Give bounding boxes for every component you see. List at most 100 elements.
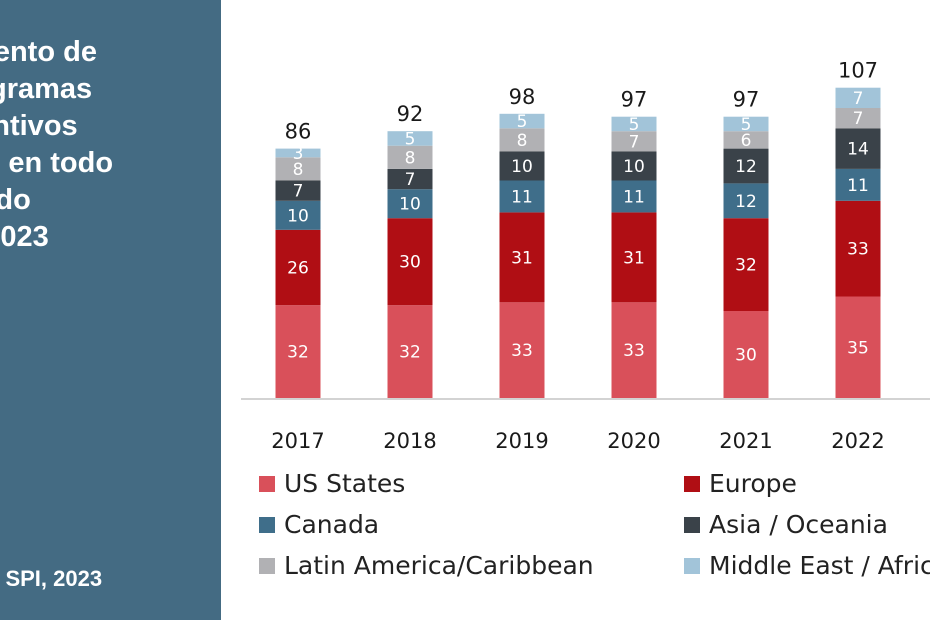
- data-label: 10: [287, 206, 309, 226]
- bar-segment: [723, 218, 769, 311]
- data-label: 33: [511, 341, 533, 361]
- data-label: 11: [623, 187, 645, 207]
- data-label: 12: [735, 192, 757, 212]
- data-label: 11: [511, 187, 533, 207]
- title-line: rogramas: [0, 73, 93, 105]
- data-label: 32: [735, 256, 757, 276]
- data-label: 10: [511, 157, 533, 177]
- data-label: 5: [405, 129, 416, 149]
- legend-item: Asia / Oceania: [684, 510, 888, 539]
- title-line: undo: [0, 184, 31, 216]
- total-label: 97: [733, 88, 760, 112]
- data-label: 7: [293, 182, 304, 202]
- total-label: 86: [285, 120, 312, 144]
- x-tick-label: 2017: [271, 429, 324, 453]
- x-tick-label: 2018: [383, 429, 436, 453]
- data-label: 12: [735, 157, 757, 177]
- legend-swatch: [684, 475, 700, 492]
- legend-item: Europe: [684, 469, 797, 498]
- legend-swatch: [259, 557, 275, 574]
- legend-swatch: [259, 475, 275, 492]
- legend-item: Canada: [259, 510, 379, 539]
- bar-segment: [611, 131, 657, 152]
- bar-segment: [835, 200, 881, 297]
- x-tick-label: 2019: [495, 429, 548, 453]
- legend-swatch: [684, 516, 700, 533]
- legend-label: US States: [284, 469, 406, 498]
- bar-segment: [611, 151, 657, 181]
- bar-segment: [499, 212, 545, 303]
- data-label: 8: [293, 160, 304, 180]
- data-label: 8: [517, 131, 528, 151]
- chart-legend: US States Europe Canada Asia / Oceania Latin…: [221, 462, 930, 592]
- bar-segment: [499, 151, 545, 181]
- data-label: 7: [853, 109, 864, 129]
- legend-swatch: [259, 516, 275, 533]
- bar-segment: [275, 229, 321, 306]
- x-tick-label: 2022: [831, 429, 884, 453]
- bar-segment: [275, 305, 321, 398]
- legend-swatch: [684, 557, 700, 574]
- total-label: 107: [838, 59, 878, 83]
- bar-segment: [275, 148, 321, 158]
- data-label: 7: [629, 132, 640, 152]
- data-label: 32: [287, 343, 309, 363]
- data-label: 31: [511, 248, 533, 268]
- data-label: 10: [399, 195, 421, 215]
- legend-label: Asia / Oceania: [709, 510, 888, 539]
- bar-segment: [611, 116, 657, 132]
- data-label: 35: [847, 338, 869, 358]
- data-label: 5: [741, 115, 752, 135]
- data-label: 33: [623, 341, 645, 361]
- data-label: 11: [847, 176, 869, 196]
- data-label: 5: [517, 112, 528, 132]
- bar-segment: [723, 148, 769, 184]
- bar-segment: [835, 296, 881, 398]
- bar-segment: [723, 131, 769, 149]
- bar-segment: [387, 145, 433, 169]
- bar-segment: [499, 180, 545, 213]
- bar-segment: [387, 189, 433, 219]
- bar-segment: [275, 157, 321, 181]
- total-label: 97: [621, 88, 648, 112]
- title-line: – 2023: [0, 221, 49, 253]
- data-label: 7: [853, 89, 864, 109]
- bar-segment: [275, 180, 321, 201]
- sidebar-panel: miento de rogramas centivos les en todo …: [0, 0, 221, 620]
- legend-item: US States: [259, 469, 405, 498]
- bar-segment: [611, 180, 657, 213]
- bar-segment: [611, 212, 657, 303]
- bar-segment: [835, 128, 881, 169]
- data-label: 10: [623, 157, 645, 177]
- legend-item: Latin America/Caribbean: [259, 551, 594, 580]
- data-label: 7: [405, 170, 416, 190]
- bar-segment: [835, 108, 881, 129]
- legend-label: Latin America/Caribbean: [284, 551, 594, 580]
- bar-segment: [387, 218, 433, 306]
- bar-segment: [387, 305, 433, 398]
- total-label: 98: [509, 85, 536, 109]
- bar-segment: [499, 113, 545, 129]
- bar-segment: [835, 168, 881, 201]
- legend-item: Middle East / Africa: [684, 551, 930, 580]
- bar-segment: [611, 302, 657, 398]
- bar-segment: [387, 168, 433, 190]
- data-label: 6: [741, 131, 752, 151]
- stacked-bar-chart: 3226107838620173230107859220183331111085…: [241, 59, 930, 453]
- sidebar-title: miento de rogramas centivos les en todo …: [0, 34, 221, 256]
- title-line: centivos: [0, 110, 78, 142]
- data-label: 30: [735, 346, 757, 366]
- bar-segment: [275, 200, 321, 230]
- data-label: 14: [847, 140, 869, 160]
- bar-segment: [723, 183, 769, 219]
- data-label: 32: [399, 343, 421, 363]
- bar-segment: [723, 311, 769, 398]
- data-label: 5: [629, 115, 640, 135]
- total-label: 92: [397, 102, 424, 126]
- bar-segment: [723, 116, 769, 132]
- legend-label: Middle East / Africa: [709, 551, 930, 580]
- data-label: 31: [623, 248, 645, 268]
- data-label: 33: [847, 240, 869, 260]
- source-note: : SPI, 2023: [0, 566, 103, 591]
- data-label: 30: [399, 253, 421, 273]
